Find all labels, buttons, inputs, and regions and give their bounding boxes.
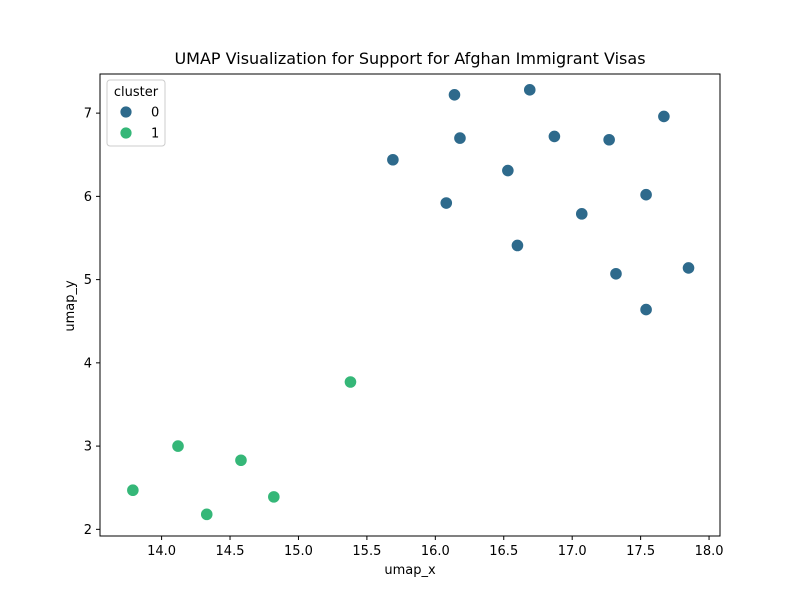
x-axis: 14.0 14.5 15.0 15.5 16.0 16.5 17.0 17.5 18.0 bbox=[147, 536, 724, 559]
x-tick-label: 15.5 bbox=[352, 544, 381, 559]
plot-background bbox=[100, 74, 720, 536]
data-point-cluster-1 bbox=[171, 439, 185, 453]
data-point-cluster-0 bbox=[575, 207, 589, 221]
data-point-cluster-1 bbox=[343, 375, 358, 389]
legend-items: 01 bbox=[119, 105, 159, 142]
data-point-cluster-0 bbox=[639, 188, 653, 202]
plot-area bbox=[99, 73, 721, 537]
y-tick-label: 6 bbox=[84, 190, 92, 205]
data-point-cluster-1 bbox=[267, 490, 281, 504]
data-point-cluster-0 bbox=[447, 88, 462, 102]
data-point-cluster-0 bbox=[386, 153, 400, 167]
x-tick-label: 14.0 bbox=[147, 544, 176, 559]
y-tick-label: 2 bbox=[84, 523, 92, 538]
plot-frame bbox=[99, 73, 721, 537]
data-point-cluster-0 bbox=[547, 129, 561, 144]
x-tick-label: 16.0 bbox=[421, 544, 450, 559]
data-point-cluster-0 bbox=[602, 133, 616, 147]
x-tick-label: 16.5 bbox=[489, 544, 518, 559]
legend-label-cluster-0: 0 bbox=[151, 106, 159, 121]
chart-title: UMAP Visualization for Support for Afgha… bbox=[174, 49, 645, 68]
x-tick-label: 18.0 bbox=[695, 544, 724, 559]
data-point-cluster-0 bbox=[609, 267, 623, 281]
y-tick-label: 5 bbox=[84, 273, 92, 288]
data-point-cluster-0 bbox=[657, 109, 671, 124]
x-tick-label: 17.0 bbox=[558, 544, 587, 559]
data-point-cluster-1 bbox=[234, 453, 248, 467]
legend: cluster 01 bbox=[106, 79, 166, 147]
data-point-cluster-1 bbox=[126, 483, 140, 497]
legend-label-cluster-1: 1 bbox=[151, 127, 159, 142]
legend-marker-cluster-1 bbox=[119, 126, 133, 140]
legend-title: cluster bbox=[114, 85, 159, 100]
data-point-cluster-0 bbox=[639, 302, 653, 317]
data-point-cluster-1 bbox=[200, 507, 214, 521]
y-tick-label: 3 bbox=[84, 440, 92, 455]
data-point-cluster-0 bbox=[510, 238, 525, 253]
legend-marker-cluster-0 bbox=[119, 105, 133, 119]
x-axis-label: umap_x bbox=[384, 563, 436, 578]
y-tick-label: 7 bbox=[84, 107, 92, 122]
data-point-cluster-0 bbox=[501, 163, 515, 178]
x-tick-label: 14.5 bbox=[216, 544, 245, 559]
x-tick-label: 17.5 bbox=[626, 544, 655, 559]
y-tick-label: 4 bbox=[84, 356, 92, 371]
data-point-cluster-0 bbox=[453, 131, 467, 145]
y-axis: 2 3 4 5 6 7 bbox=[84, 107, 100, 538]
data-point-cluster-0 bbox=[681, 261, 696, 275]
y-axis-label: umap_y bbox=[63, 280, 78, 332]
data-point-cluster-0 bbox=[439, 196, 453, 210]
x-tick-label: 15.0 bbox=[284, 544, 313, 559]
data-point-cluster-0 bbox=[523, 83, 537, 97]
